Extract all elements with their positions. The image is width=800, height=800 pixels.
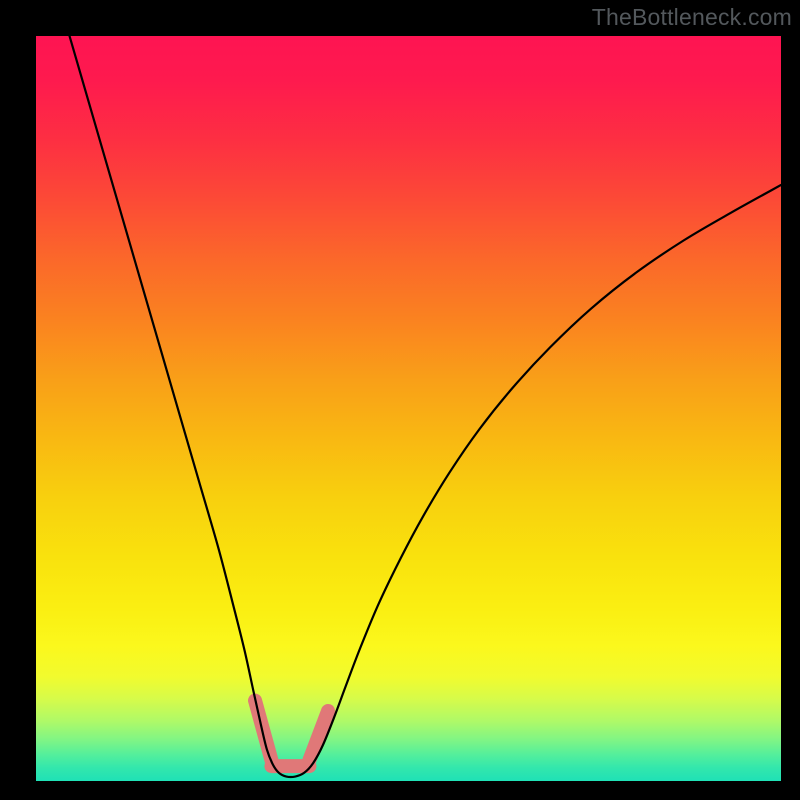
plot-area bbox=[36, 36, 781, 781]
watermark-text: TheBottleneck.com bbox=[592, 4, 792, 31]
chart-frame: TheBottleneck.com bbox=[0, 0, 800, 800]
background-gradient bbox=[36, 36, 781, 781]
